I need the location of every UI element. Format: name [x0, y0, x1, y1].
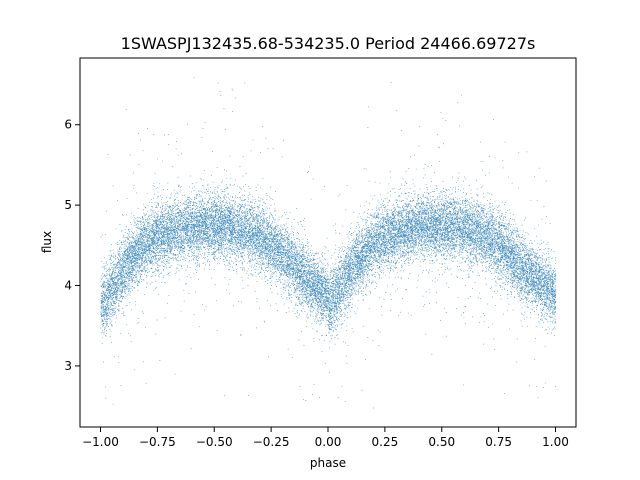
x-tick-label: 0.50 [428, 435, 455, 449]
y-tick-label: 6 [64, 118, 72, 132]
x-tick-label: 0.75 [485, 435, 512, 449]
y-axis-ticks: 3 4 5 6 [64, 118, 80, 373]
y-axis-label: flux [40, 231, 54, 253]
y-tick-label: 4 [64, 279, 72, 293]
y-tick-label: 3 [64, 359, 72, 373]
y-tick-label: 5 [64, 198, 72, 212]
x-axis-ticks: −1.00 −0.75 −0.50 −0.25 0.00 0.25 0.50 0.75 1.00 [82, 427, 569, 449]
x-tick-label: −0.75 [139, 435, 176, 449]
x-tick-label: 1.00 [542, 435, 569, 449]
x-tick-label: −1.00 [82, 435, 119, 449]
chart-title: 1SWASPJ132435.68-534235.0 Period 24466.6… [121, 34, 536, 53]
x-tick-label: −0.50 [196, 435, 233, 449]
x-tick-label: 0.00 [315, 435, 342, 449]
data-points [100, 77, 557, 409]
x-tick-label: −0.25 [253, 435, 290, 449]
x-tick-label: 0.25 [372, 435, 399, 449]
x-axis-label: phase [310, 456, 346, 470]
scatter-points [100, 77, 557, 409]
